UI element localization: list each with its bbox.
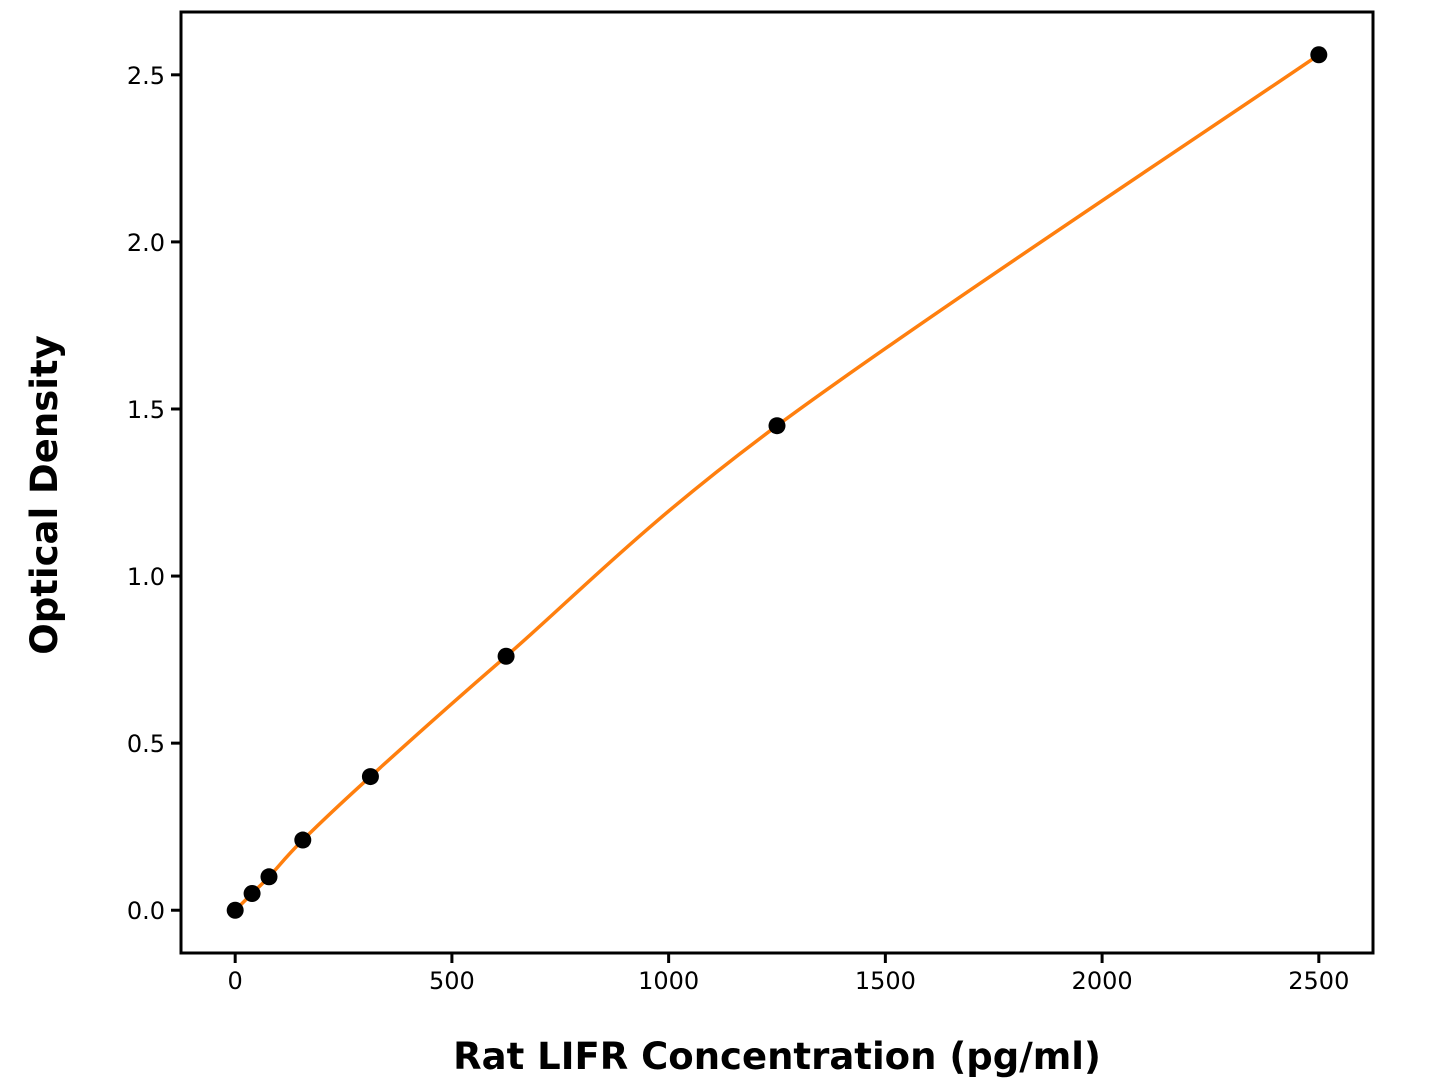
x-tick-label: 0 [228,967,243,995]
plot-frame [179,10,1375,955]
curve-line [233,53,1321,912]
y-tick-label: 0.0 [127,897,165,925]
y-tick-label: 0.5 [127,730,165,758]
data-point-marker [260,868,278,886]
data-point-marker [361,768,379,786]
data-point-marker [768,417,786,435]
data-point-marker [294,831,312,849]
y-tick-label: 1.0 [127,563,165,591]
y-axis-title: Optical Density [23,335,66,654]
data-point-marker [497,647,515,665]
x-tick-label: 2000 [1072,967,1133,995]
y-tick-label: 1.5 [127,396,165,424]
data-point-marker [243,885,261,903]
y-tick-label: 2.5 [127,62,165,90]
data-point-marker [226,901,244,919]
x-tick-label: 2500 [1288,967,1349,995]
x-axis-title: Rat LIFR Concentration (pg/ml) [453,1035,1101,1078]
data-point-marker [1310,46,1328,64]
x-tick-label: 1000 [638,967,699,995]
x-tick-label: 500 [429,967,475,995]
y-tick-label: 2.0 [127,229,165,257]
x-tick-label: 1500 [855,967,916,995]
